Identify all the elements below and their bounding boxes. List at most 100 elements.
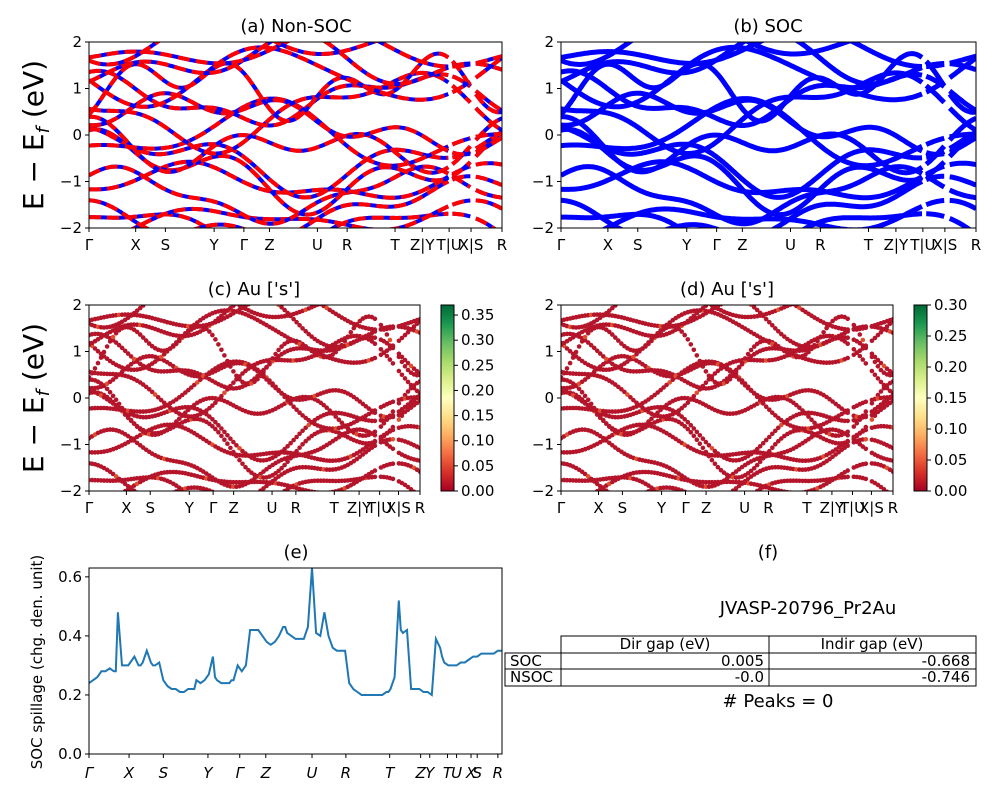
y-tick-label: −2 [60,219,82,237]
band-point [104,344,110,349]
band-point [89,370,95,376]
band-point [640,346,645,351]
x-tick-label: X|S [932,236,957,254]
y-tick-label: −2 [60,482,82,500]
band-point [414,321,420,327]
x-tick-label: Y [425,764,436,782]
panel-a-title: (a) Non-SOC [240,16,351,37]
spillage-line [88,567,502,697]
band-point [276,468,281,474]
x-tick-label: R [415,499,425,517]
band-point [767,319,772,325]
band-point [192,279,197,284]
band-point [863,446,869,452]
band-point [875,364,881,369]
band-point [167,424,173,430]
band-point [725,492,730,497]
band-point [95,348,101,354]
band-point [264,365,269,370]
band-point [222,429,227,435]
band-point [134,308,140,314]
x-tick-label: S [633,236,643,254]
band-point [610,492,615,497]
band-point [231,305,236,308]
band-point [698,521,703,526]
band-point [171,282,176,287]
y-tick-label: 0.0 [58,745,82,763]
x-tick-label: T|U [436,236,462,254]
band-point [739,380,745,385]
band-point [749,493,754,498]
band-line-nsoc-dashed [89,211,497,228]
band-point [851,424,857,429]
x-tick-label: T [329,499,340,517]
band-point [228,522,233,527]
band-point [405,379,411,385]
band-point [757,444,763,449]
y-tick-label: −2 [532,219,554,237]
band-point [583,495,588,500]
band-point [276,493,281,498]
band-point [691,426,697,431]
band-point [767,407,772,413]
band-point [797,405,802,411]
band-line-soc [561,173,976,228]
band-point [748,388,754,394]
band-point [237,446,242,451]
band-point [417,390,420,396]
band-point [667,280,672,285]
band-line-soc [561,42,976,69]
band-point [725,513,730,518]
band-point [378,322,384,328]
band-point [770,410,775,416]
band-point [594,348,600,354]
band-point [881,363,887,369]
x-tick-label: T|U [839,499,865,517]
band-point [128,417,134,423]
band-point [216,430,221,435]
band-point [869,368,875,374]
colorbar-tick-label: 0.30 [934,296,967,314]
band-point [324,405,330,411]
band-point [694,310,700,316]
band-point [658,407,663,413]
x-tick-label: R [342,236,352,254]
y-tick-label: −1 [532,173,554,191]
x-tick-label: Z|Y [884,236,909,254]
band-point [716,519,721,524]
band-point [770,431,775,437]
x-tick-label: Z|Y [347,499,372,517]
x-tick-label: U [307,764,318,782]
band-point [815,338,820,344]
band-point [625,392,630,397]
band-point [688,423,694,428]
band-point [153,293,158,298]
x-tick-label: Z [264,236,274,254]
band-point [852,289,857,294]
band-point [695,494,700,499]
band-point [390,343,396,349]
y-tick-label: −1 [60,173,82,191]
band-point [685,337,691,342]
panel-b-bands [561,42,976,228]
band-point [858,290,863,295]
band-point [863,461,869,467]
band-point [156,291,161,296]
band-point [640,424,645,430]
band-point [691,433,697,439]
x-tick-label: U [312,236,323,254]
y-tick-label: 1 [72,343,82,361]
table-row-soc-dir: 0.005 [721,652,764,670]
band-point [884,324,890,329]
band-point [402,332,408,338]
band-point [110,393,116,399]
x-tick-label: R [815,236,825,254]
band-point [288,456,293,461]
band-point [231,380,236,386]
band-point [161,351,167,357]
y-tick-label: 2 [544,296,554,314]
band-point [390,325,396,331]
band-point [682,417,687,422]
panel-e-plot: 0.00.20.40.6Γ X S Y Γ Z U R T Z Y T U XS R [58,567,503,782]
